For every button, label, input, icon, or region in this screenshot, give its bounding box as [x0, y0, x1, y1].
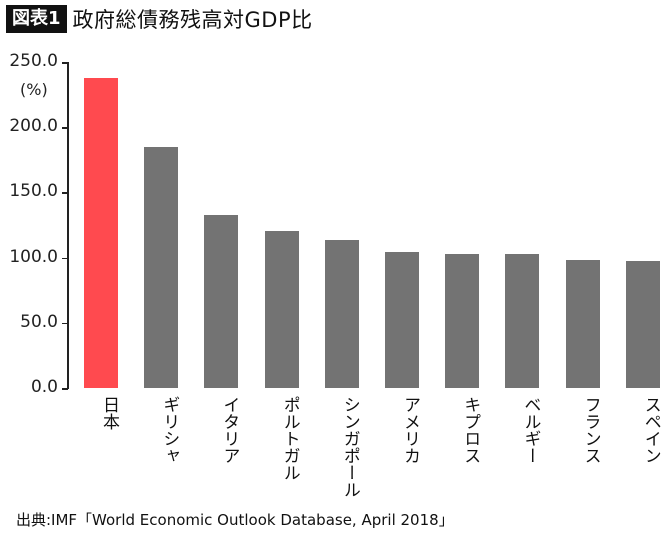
y-axis — [67, 62, 69, 389]
y-tick-mark — [62, 62, 68, 64]
x-category-label: 日本 — [99, 396, 119, 430]
x-category-label: シンガポール — [339, 396, 360, 498]
y-tick-mark — [62, 322, 68, 325]
x-category-label: ベルギー — [520, 396, 541, 464]
bar-9 — [625, 260, 660, 388]
bar-7 — [505, 254, 540, 388]
y-tick-label: 50.0 — [20, 311, 58, 332]
bar-3 — [264, 230, 299, 388]
y-tick-label: 100.0 — [9, 246, 58, 267]
y-tick-mark — [62, 192, 68, 194]
bar-6 — [445, 253, 480, 388]
y-tick-mark — [62, 257, 68, 260]
bar-0 — [84, 78, 118, 388]
y-tick-label: 200.0 — [9, 116, 58, 137]
bar-5 — [385, 251, 419, 388]
bar-1 — [144, 147, 179, 388]
chart-title: 政府総債務残高対GDP比 — [72, 8, 313, 32]
y-axis-unit: (%) — [20, 80, 48, 99]
y-tick-label: 250.0 — [9, 51, 58, 71]
bar-2 — [204, 214, 239, 388]
y-tick-label: 150.0 — [9, 181, 58, 202]
chart-header: 図表1 政府総債務残高対GDP比 — [6, 5, 313, 33]
x-category-label: スペイン — [640, 396, 661, 464]
x-category-label: ポルトガル — [279, 396, 300, 481]
x-category-label: アメリカ — [400, 396, 420, 464]
y-tick-mark — [62, 388, 68, 390]
x-category-label: ギリシャ — [159, 396, 180, 464]
figure-badge: 図表1 — [6, 5, 67, 33]
x-category-label: イタリア — [219, 396, 240, 464]
bar-8 — [565, 259, 600, 388]
y-tick-label: 0.0 — [30, 377, 58, 397]
y-tick-mark — [62, 127, 68, 129]
x-category-label: フランス — [580, 396, 601, 464]
source-note: 出典:IMF「World Economic Outlook Database, … — [16, 511, 454, 529]
x-category-label: キプロス — [460, 396, 481, 464]
bar-4 — [324, 239, 359, 388]
